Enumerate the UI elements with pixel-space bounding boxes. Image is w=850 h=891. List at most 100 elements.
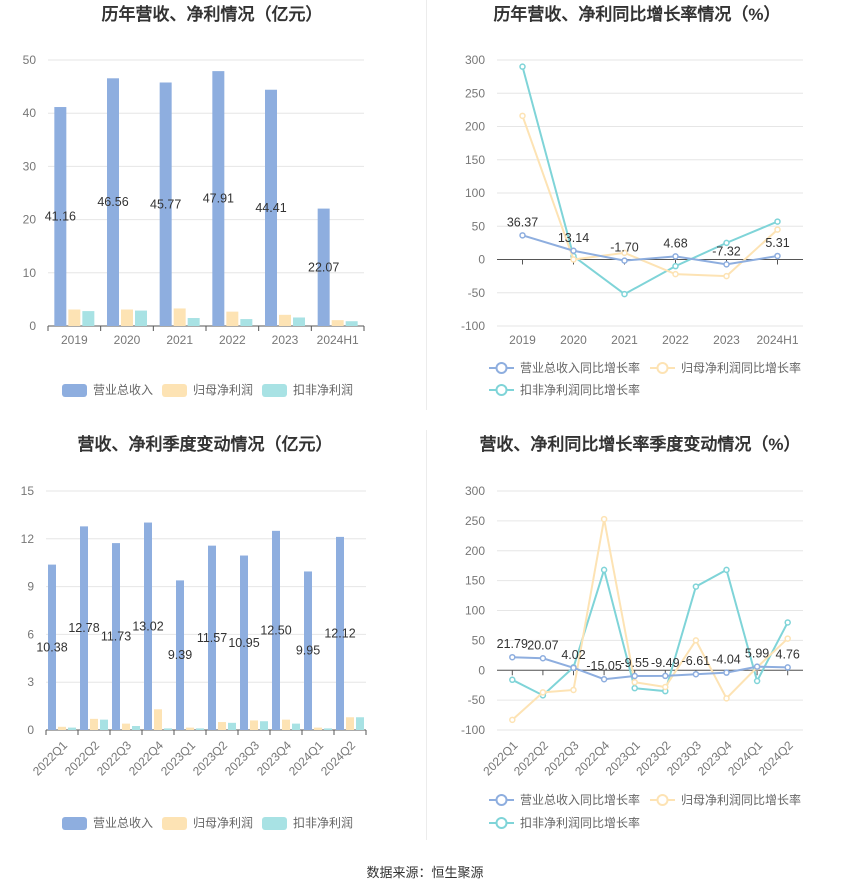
bar-data-label: 13.02 xyxy=(132,619,163,633)
bar-deducted-profit xyxy=(292,723,300,730)
line-point xyxy=(692,670,700,678)
x-tick-label: 2019 xyxy=(61,333,88,347)
x-tick-label: 2022Q2 xyxy=(62,738,102,778)
bar-net-profit xyxy=(282,719,290,730)
y-tick-label: 10 xyxy=(23,266,37,280)
line-point xyxy=(662,683,669,691)
bar-data-label: 9.95 xyxy=(296,644,320,658)
x-tick-label: 2022Q3 xyxy=(94,738,134,778)
y-tick-label: 250 xyxy=(465,86,485,100)
y-tick-label: -50 xyxy=(468,693,486,707)
legend-label: 扣非净利润同比增长率 xyxy=(520,815,640,830)
x-tick-label: 2024Q2 xyxy=(756,738,796,778)
line-point xyxy=(509,653,516,661)
bar-data-label: 47.91 xyxy=(203,192,234,206)
bar-net-profit xyxy=(250,720,258,730)
bar-revenue xyxy=(112,543,120,730)
x-tick-label: 2022Q4 xyxy=(126,738,166,778)
legend-label: 归母净利润同比增长率 xyxy=(681,360,801,375)
y-tick-label: -50 xyxy=(468,286,486,300)
line-point xyxy=(621,257,628,264)
line-point xyxy=(519,112,526,120)
bar-revenue xyxy=(176,580,184,730)
bar-data-label: 11.57 xyxy=(197,631,227,645)
y-tick-label: 20 xyxy=(23,213,37,227)
line-point xyxy=(774,252,781,260)
line-point xyxy=(662,672,669,680)
bar-net-profit xyxy=(68,309,81,326)
bar-data-label: 9.39 xyxy=(168,648,192,662)
bar-data-label: 12.12 xyxy=(324,626,355,640)
line-data-label: -6.61 xyxy=(682,654,711,668)
bar-deducted-profit xyxy=(164,728,172,730)
legend-label: 归母净利润同比增长率 xyxy=(681,792,801,807)
bar-revenue xyxy=(54,107,67,326)
line-point xyxy=(723,261,730,268)
divider xyxy=(426,430,427,840)
bar-net-profit xyxy=(218,722,226,730)
x-tick-label: 2023Q2 xyxy=(190,738,230,778)
bar-deducted-profit xyxy=(187,318,200,326)
bar-net-profit xyxy=(121,309,133,326)
line-point xyxy=(723,272,730,280)
legend-label: 营业总收入同比增长率 xyxy=(520,360,640,375)
line-data-label: 13.14 xyxy=(558,231,589,245)
legend-swatch-marker xyxy=(656,794,669,806)
annual-growth-rate-chart: 历年营收、净利同比增长率情况（%） -100 -50 0 50 100 150 200 250 3… xyxy=(425,0,850,410)
legend-item: 归母净利润同比增长率 xyxy=(650,360,801,375)
bar-data-label: 22.07 xyxy=(308,260,339,274)
bar-net-profit xyxy=(122,723,130,730)
line-point xyxy=(539,689,547,696)
legend-label: 营业总收入 xyxy=(93,816,153,830)
bar-deducted-profit xyxy=(196,728,204,730)
line-data-label: -9.55 xyxy=(620,656,649,670)
line-point xyxy=(600,566,608,574)
x-tick-label: 2024H1 xyxy=(317,333,359,347)
x-tick-label: 2023Q3 xyxy=(222,738,262,778)
annual-revenue-profit-chart: 历年营收、净利情况（亿元） 0 10 20 30 40 50 2019 2020 2021 2022… xyxy=(0,0,425,410)
line-point xyxy=(631,684,638,692)
x-tick-label: 2022 xyxy=(662,333,689,347)
legend-label: 归母净利润 xyxy=(193,383,253,397)
legend-label: 营业总收入 xyxy=(93,383,153,397)
legend-swatch xyxy=(162,817,187,830)
bar-data-label: 10.95 xyxy=(228,636,259,650)
x-tick-label: 2021 xyxy=(166,333,193,347)
line-point xyxy=(723,695,730,702)
line-point xyxy=(784,664,791,671)
line-data-label: -9.49 xyxy=(651,656,680,670)
x-tick-label: 2019 xyxy=(509,333,536,347)
line-point xyxy=(672,270,679,278)
bar-revenue xyxy=(212,71,225,326)
line-point xyxy=(539,655,547,662)
x-tick-label: 2023Q4 xyxy=(254,738,294,778)
line-data-label: 4.02 xyxy=(561,648,585,662)
bar-revenue xyxy=(208,545,216,730)
chart-svg: 营收、净利季度变动情况（亿元）036912152022Q12022Q22022Q… xyxy=(21,434,367,830)
x-tick-label: 2020 xyxy=(560,333,587,347)
line-point xyxy=(631,672,638,680)
y-tick-label: -100 xyxy=(461,319,485,333)
y-tick-label: 9 xyxy=(27,580,34,594)
line-point xyxy=(753,677,761,685)
line-net-profit-growth xyxy=(521,115,779,278)
bar-revenue xyxy=(317,208,330,326)
bar-deducted-profit xyxy=(82,311,95,326)
line-data-label: 5.31 xyxy=(765,236,789,250)
chart-title: 营收、净利同比增长率季度变动情况（%） xyxy=(479,434,800,454)
bar-revenue xyxy=(272,530,280,730)
legend-swatch xyxy=(62,817,87,830)
y-tick-label: 150 xyxy=(465,574,485,588)
line-point xyxy=(570,664,577,672)
line-point xyxy=(600,675,608,683)
legend-item: 扣非净利润 xyxy=(262,816,353,830)
y-tick-label: 3 xyxy=(27,675,34,689)
line-data-label: -1.70 xyxy=(610,241,639,255)
y-tick-label: 200 xyxy=(465,544,485,558)
y-tick-label: 30 xyxy=(23,159,37,173)
legend-swatch-marker xyxy=(656,362,669,374)
bar-data-label: 41.16 xyxy=(45,210,76,224)
line-point xyxy=(509,716,516,724)
bar-deducted-profit xyxy=(293,317,305,326)
x-tick-label: 2024Q2 xyxy=(318,738,358,778)
